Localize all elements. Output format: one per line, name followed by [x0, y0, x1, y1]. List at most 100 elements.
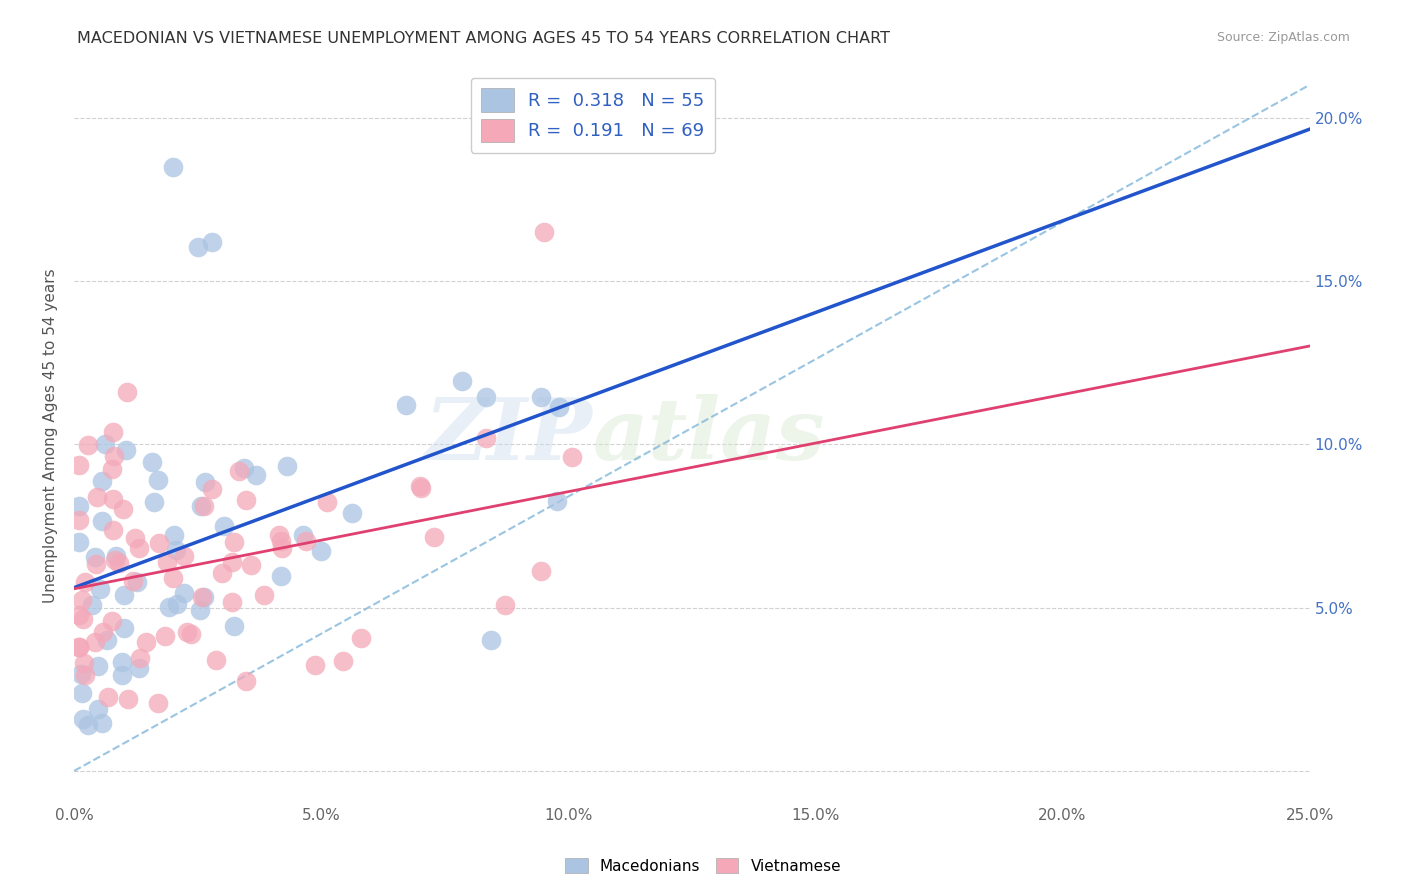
Legend: R =  0.318   N = 55, R =  0.191   N = 69: R = 0.318 N = 55, R = 0.191 N = 69: [471, 78, 716, 153]
Point: [112, 502, 135, 516]
Point: [117, 384, 139, 399]
Point: [111, 655, 134, 669]
Point: [475, 431, 498, 445]
Point: [201, 235, 224, 249]
Text: MACEDONIAN VS VIETNAMESE UNEMPLOYMENT AMONG AGES 45 TO 54 YEARS CORRELATION CHAR: MACEDONIAN VS VIETNAMESE UNEMPLOYMENT AM…: [77, 31, 890, 46]
Point: [72, 713, 94, 727]
Point: [173, 549, 195, 563]
Point: [187, 240, 209, 254]
Point: [90, 716, 112, 731]
Point: [86, 490, 108, 504]
Point: [100, 614, 122, 628]
Point: [141, 455, 163, 469]
Point: [240, 558, 263, 573]
Point: [533, 225, 555, 239]
Text: Source: ZipAtlas.com: Source: ZipAtlas.com: [1216, 31, 1350, 45]
Point: [162, 571, 184, 585]
Point: [112, 621, 135, 635]
Point: [411, 481, 433, 495]
Point: [124, 531, 146, 545]
Point: [270, 569, 292, 583]
Y-axis label: Unemployment Among Ages 45 to 54 years: Unemployment Among Ages 45 to 54 years: [44, 268, 58, 603]
Point: [135, 634, 157, 648]
Point: [108, 556, 131, 570]
Point: [72, 592, 94, 607]
Point: [304, 657, 326, 672]
Point: [235, 493, 257, 508]
Point: [190, 499, 212, 513]
Point: [148, 473, 170, 487]
Point: [548, 400, 571, 414]
Point: [83, 634, 105, 648]
Point: [316, 495, 339, 509]
Point: [73, 656, 96, 670]
Point: [89, 582, 111, 597]
Point: [193, 590, 215, 604]
Point: [546, 494, 568, 508]
Point: [91, 514, 114, 528]
Point: [114, 443, 136, 458]
Point: [349, 631, 371, 645]
Point: [143, 495, 166, 509]
Point: [276, 459, 298, 474]
Point: [103, 449, 125, 463]
Point: [395, 398, 418, 412]
Legend: Macedonians, Vietnamese: Macedonians, Vietnamese: [558, 852, 848, 880]
Point: [86, 659, 108, 673]
Point: [128, 661, 150, 675]
Point: [82, 599, 104, 613]
Point: [176, 624, 198, 639]
Point: [201, 482, 224, 496]
Point: [494, 599, 516, 613]
Point: [332, 654, 354, 668]
Point: [93, 624, 115, 639]
Point: [148, 536, 170, 550]
Point: [222, 619, 245, 633]
Point: [530, 565, 553, 579]
Text: atlas: atlas: [593, 394, 825, 478]
Point: [104, 553, 127, 567]
Point: [163, 528, 186, 542]
Point: [228, 464, 250, 478]
Point: [117, 691, 139, 706]
Point: [91, 474, 114, 488]
Point: [69, 666, 91, 681]
Point: [67, 607, 90, 622]
Point: [233, 460, 256, 475]
Point: [86, 702, 108, 716]
Point: [111, 668, 134, 682]
Text: ZIP: ZIP: [425, 394, 593, 478]
Point: [104, 549, 127, 564]
Point: [84, 557, 107, 571]
Point: [193, 500, 215, 514]
Point: [77, 438, 100, 452]
Point: [67, 513, 90, 527]
Point: [561, 450, 583, 465]
Point: [235, 674, 257, 689]
Point: [127, 575, 149, 590]
Point: [157, 600, 180, 615]
Point: [451, 374, 474, 388]
Point: [162, 160, 184, 174]
Point: [129, 651, 152, 665]
Point: [253, 588, 276, 602]
Point: [112, 588, 135, 602]
Point: [173, 586, 195, 600]
Point: [94, 436, 117, 450]
Point: [479, 632, 502, 647]
Point: [67, 458, 90, 472]
Point: [270, 533, 292, 548]
Point: [221, 595, 243, 609]
Point: [73, 575, 96, 590]
Point: [122, 574, 145, 589]
Point: [245, 468, 267, 483]
Point: [100, 462, 122, 476]
Point: [73, 667, 96, 681]
Point: [191, 591, 214, 605]
Point: [291, 528, 314, 542]
Point: [103, 492, 125, 507]
Point: [72, 612, 94, 626]
Point: [67, 499, 90, 513]
Point: [77, 718, 100, 732]
Point: [529, 390, 551, 404]
